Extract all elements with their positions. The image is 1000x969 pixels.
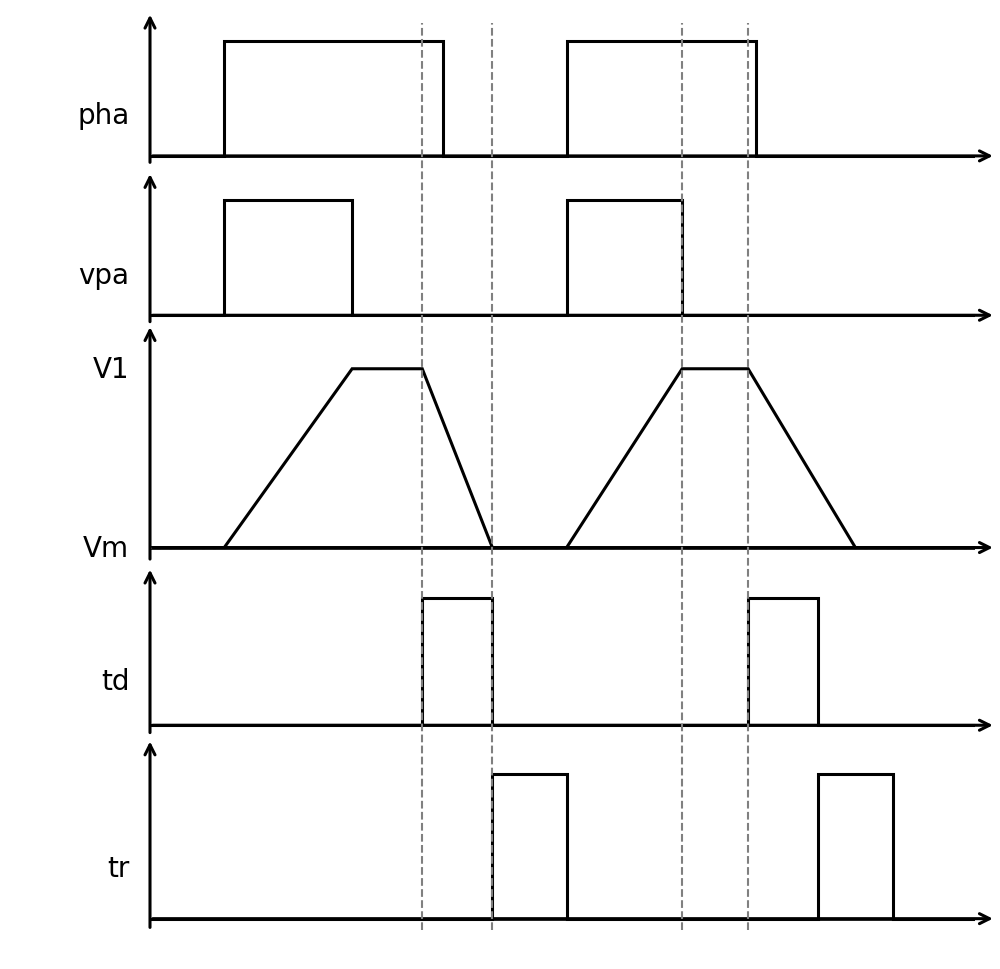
Text: vpa: vpa [78, 262, 129, 290]
Text: pha: pha [77, 103, 129, 131]
Text: td: td [101, 667, 129, 695]
Text: tr: tr [107, 855, 129, 882]
Text: Vm: Vm [83, 534, 129, 562]
Text: V1: V1 [93, 356, 129, 384]
